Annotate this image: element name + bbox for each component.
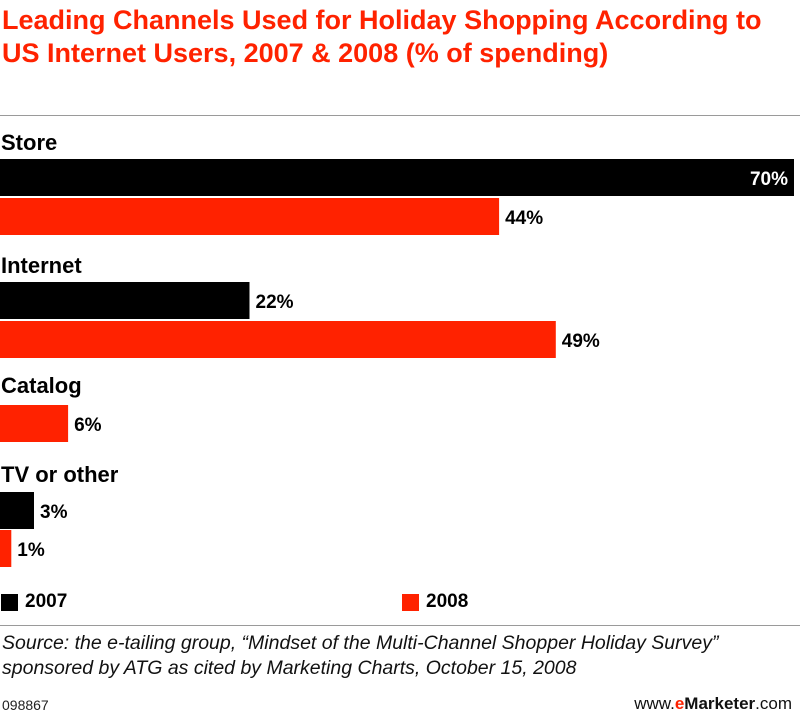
category-label-tv-or-other: TV or other (1, 462, 119, 487)
bar-2008-catalog (0, 405, 69, 442)
bar-2007-tv-or-other (0, 492, 34, 529)
category-label-store: Store (1, 130, 57, 155)
bar-2008-tv-or-other (0, 530, 12, 567)
bar-2007-internet (0, 282, 250, 319)
bar-2008-store (0, 198, 500, 235)
brand-logo: www.eMarketer.com (634, 694, 792, 714)
bar-2007-store (0, 159, 794, 196)
value-label-2008-catalog: 6% (74, 415, 102, 436)
value-label-2008-store: 44% (505, 208, 543, 229)
chart-title: Leading Channels Used for Holiday Shoppi… (2, 5, 762, 68)
brand-www: www. (634, 694, 675, 713)
source-note: Source: the e-tailing group, “Mindset of… (2, 632, 719, 679)
value-label-2007-tv-or-other: 3% (40, 502, 68, 523)
legend-swatch-2007 (1, 593, 18, 611)
brand-name: Marketer (684, 694, 756, 713)
value-label-2007-store: 70% (750, 169, 788, 190)
bar-chart: Store 70% 44% Internet 22% 49% Catalog 6% TV or … (0, 130, 794, 567)
legend-item-2008: 2008 (402, 591, 468, 613)
brand-tld: .com (755, 694, 792, 713)
legend-label-2007: 2007 (25, 591, 68, 612)
legend-swatch-2008 (402, 593, 419, 611)
legend-item-2007: 2007 (1, 591, 67, 613)
value-label-2008-tv-or-other: 1% (17, 540, 45, 561)
bar-2008-internet (0, 321, 556, 358)
chart-id: 098867 (2, 697, 49, 713)
brand-e: e (674, 694, 685, 713)
title-divider (0, 115, 800, 116)
value-label-2008-internet: 49% (562, 331, 600, 352)
category-label-catalog: Catalog (1, 373, 82, 398)
value-label-2007-internet: 22% (256, 292, 294, 313)
legend-label-2008: 2008 (426, 591, 469, 612)
footer-divider (0, 625, 800, 626)
category-label-internet: Internet (1, 253, 82, 278)
